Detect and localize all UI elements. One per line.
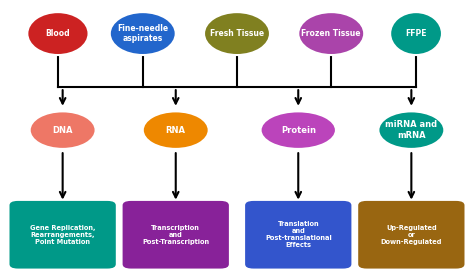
Text: RNA: RNA xyxy=(166,126,186,135)
FancyBboxPatch shape xyxy=(244,200,353,270)
Ellipse shape xyxy=(27,12,89,55)
Ellipse shape xyxy=(390,12,442,55)
Text: Transcription
and
Post-Transcription: Transcription and Post-Transcription xyxy=(142,225,210,245)
Ellipse shape xyxy=(261,111,336,149)
Ellipse shape xyxy=(110,12,176,55)
Text: Gene Replication,
Rearrangements,
Point Mutation: Gene Replication, Rearrangements, Point … xyxy=(30,225,95,245)
Ellipse shape xyxy=(378,111,444,149)
Ellipse shape xyxy=(30,111,96,149)
FancyBboxPatch shape xyxy=(121,200,230,270)
FancyBboxPatch shape xyxy=(357,200,465,270)
Text: Fresh Tissue: Fresh Tissue xyxy=(210,29,264,38)
FancyBboxPatch shape xyxy=(9,200,117,270)
Ellipse shape xyxy=(143,111,209,149)
Ellipse shape xyxy=(204,12,270,55)
Text: FFPE: FFPE xyxy=(405,29,427,38)
Text: Blood: Blood xyxy=(46,29,70,38)
Text: Protein: Protein xyxy=(281,126,316,135)
Ellipse shape xyxy=(298,12,364,55)
Text: miRNA and
mRNA: miRNA and mRNA xyxy=(385,120,438,140)
Text: DNA: DNA xyxy=(53,126,73,135)
Text: Frozen Tissue: Frozen Tissue xyxy=(301,29,361,38)
Text: Fine-needle
aspirates: Fine-needle aspirates xyxy=(117,24,168,43)
Text: Up-Regulated
or
Down-Regulated: Up-Regulated or Down-Regulated xyxy=(381,225,442,245)
Text: Translation
and
Post-translational
Effects: Translation and Post-translational Effec… xyxy=(265,221,332,248)
